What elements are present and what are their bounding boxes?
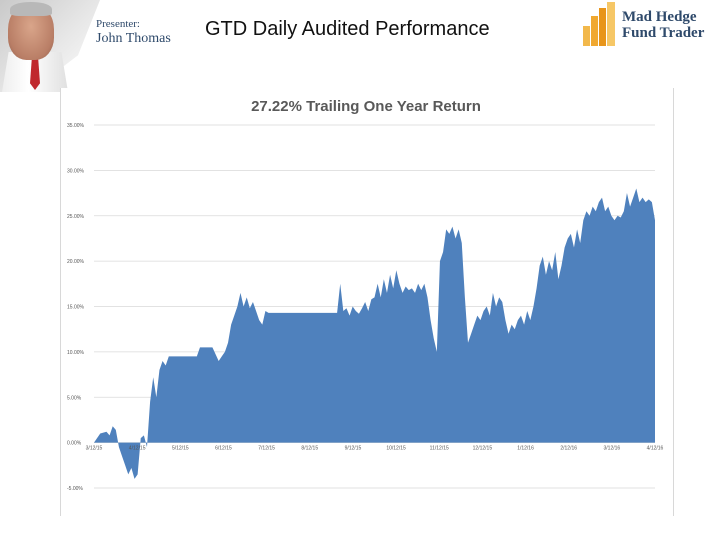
logo-wordmark: Mad Hedge Fund Trader [622,9,705,42]
series-area [94,188,655,479]
x-tick-label: 2/12/16 [560,446,577,452]
x-tick-label: 12/12/15 [473,446,493,452]
y-tick-label: 25.00% [67,214,85,220]
y-axis-tick-labels: 35.00% 30.00% 25.00% 20.00% 15.00% 10.00% 5.00… [67,123,85,492]
y-tick-label: -5.00% [67,486,83,492]
presenter-name: John Thomas [96,31,171,46]
x-tick-label: 4/12/15 [129,446,146,452]
x-tick-label: 3/12/16 [604,446,621,452]
presenter-caption: Presenter: John Thomas [96,19,171,46]
presenter-photo-hair [10,2,52,16]
performance-chart: 27.22% Trailing One Year Return 35.00% 30… [67,98,664,492]
slide-title: GTD Daily Audited Performance [205,18,490,40]
chart-container: 27.22% Trailing One Year Return 35.00% 30… [60,88,674,516]
logo-line-2: Fund Trader [622,24,705,41]
x-axis-tick-labels: 3/12/15 4/12/15 5/12/15 6/12/15 7/12/15 8/12/… [86,446,664,452]
x-tick-label: 1/12/16 [517,446,534,452]
presenter-label: Presenter: [96,18,140,30]
mad-hedge-logo: Mad Hedge Fund Trader [582,2,712,48]
chart-title: 27.22% Trailing One Year Return [251,98,481,115]
x-tick-label: 9/12/15 [345,446,362,452]
y-tick-label: 35.00% [67,123,85,129]
x-tick-label: 7/12/15 [258,446,275,452]
x-tick-label: 10/12/15 [386,446,406,452]
y-tick-label: 10.00% [67,350,85,356]
x-tick-label: 6/12/15 [215,446,232,452]
slide-header: Presenter: John Thomas GTD Daily Audited… [0,0,720,92]
x-tick-label: 3/12/15 [86,446,103,452]
y-tick-label: 20.00% [67,259,85,265]
y-tick-label: 5.00% [67,395,82,401]
x-tick-label: 4/12/16 [647,446,664,452]
y-tick-label: 0.00% [67,441,82,447]
presenter-photo-tie [30,56,40,90]
x-tick-label: 8/12/15 [301,446,318,452]
y-tick-label: 30.00% [67,168,85,174]
logo-bars-icon [583,2,615,46]
y-tick-label: 15.00% [67,305,85,311]
x-tick-label: 5/12/15 [172,446,189,452]
logo-line-1: Mad Hedge [622,9,697,25]
x-tick-label: 11/12/15 [430,446,449,452]
